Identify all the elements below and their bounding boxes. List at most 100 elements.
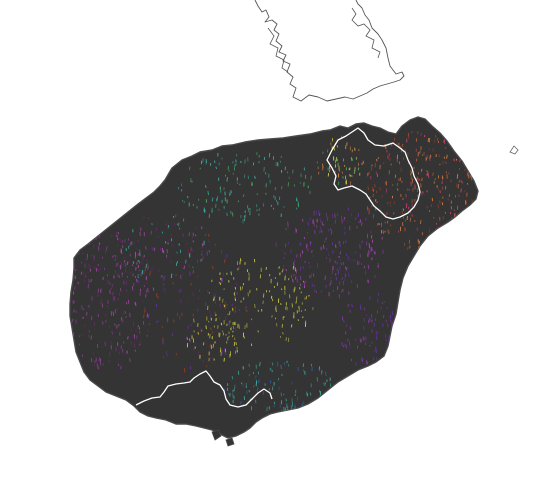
density-mark bbox=[244, 325, 246, 330]
density-mark bbox=[188, 264, 190, 268]
hainan-island bbox=[69, 116, 479, 439]
density-mark bbox=[420, 183, 422, 188]
density-mark bbox=[432, 172, 434, 176]
density-mark bbox=[120, 238, 122, 243]
density-mark bbox=[268, 273, 271, 277]
density-mark bbox=[414, 184, 416, 189]
density-mark bbox=[223, 304, 226, 308]
density-mark bbox=[212, 266, 214, 270]
density-mark bbox=[442, 216, 445, 220]
density-mark bbox=[344, 277, 346, 281]
density-mark bbox=[279, 160, 282, 163]
density-mark bbox=[410, 170, 412, 174]
density-mark bbox=[223, 259, 226, 264]
density-mark bbox=[368, 171, 370, 176]
density-mark bbox=[175, 274, 177, 277]
density-mark bbox=[131, 286, 134, 291]
density-mark bbox=[170, 273, 173, 279]
density-mark bbox=[178, 222, 180, 227]
islet-east bbox=[509, 145, 519, 155]
density-mark bbox=[407, 206, 410, 209]
density-mark bbox=[195, 226, 197, 230]
density-mark bbox=[155, 303, 158, 308]
density-mark bbox=[133, 343, 136, 348]
islet-south bbox=[211, 429, 222, 441]
density-mark bbox=[330, 229, 333, 233]
density-mark bbox=[146, 259, 148, 263]
density-mark bbox=[73, 300, 75, 304]
density-mark bbox=[108, 325, 111, 330]
density-mark bbox=[299, 243, 301, 246]
density-mark bbox=[221, 350, 224, 355]
density-mark bbox=[282, 268, 284, 273]
density-mark bbox=[439, 163, 441, 166]
density-mark bbox=[95, 267, 98, 272]
density-mark bbox=[211, 197, 214, 202]
density-mark bbox=[170, 260, 173, 264]
density-mark bbox=[190, 324, 192, 327]
density-mark bbox=[257, 309, 259, 312]
density-mark bbox=[200, 327, 202, 332]
density-mark bbox=[78, 343, 81, 346]
density-mark bbox=[92, 244, 95, 249]
density-mark bbox=[287, 337, 290, 343]
density-mark bbox=[259, 362, 261, 367]
density-mark bbox=[224, 301, 227, 304]
density-mark bbox=[187, 249, 190, 255]
density-mark bbox=[156, 320, 158, 324]
density-mark bbox=[416, 227, 418, 231]
density-mark bbox=[322, 382, 325, 385]
density-mark bbox=[349, 309, 351, 313]
density-mark bbox=[303, 281, 306, 286]
density-mark bbox=[143, 314, 145, 319]
density-mark bbox=[349, 326, 352, 331]
density-mark bbox=[96, 267, 99, 271]
density-mark bbox=[302, 218, 304, 222]
density-mark bbox=[268, 152, 271, 158]
density-mark bbox=[285, 227, 287, 231]
density-mark bbox=[354, 166, 356, 169]
density-mark bbox=[112, 311, 115, 316]
density-mark bbox=[302, 363, 305, 368]
density-mark bbox=[275, 307, 277, 312]
density-mark bbox=[123, 280, 125, 285]
density-mark bbox=[256, 387, 259, 392]
density-mark bbox=[183, 200, 185, 204]
density-mark bbox=[232, 334, 234, 338]
density-mark bbox=[329, 283, 331, 287]
south-boundary-outline bbox=[135, 370, 273, 408]
density-mark bbox=[287, 182, 290, 187]
density-mark bbox=[330, 280, 332, 285]
density-mark bbox=[228, 311, 231, 316]
density-mark bbox=[114, 323, 116, 326]
density-mark bbox=[288, 277, 290, 281]
density-mark bbox=[288, 176, 290, 180]
density-mark bbox=[376, 201, 378, 204]
density-mark bbox=[220, 322, 223, 326]
density-mark bbox=[297, 319, 300, 322]
density-mark bbox=[280, 155, 282, 159]
density-mark bbox=[97, 365, 99, 370]
density-mark bbox=[180, 189, 183, 192]
density-mark bbox=[120, 263, 123, 268]
density-mark bbox=[283, 316, 285, 319]
density-mark bbox=[207, 190, 209, 196]
density-mark bbox=[180, 274, 182, 280]
density-mark bbox=[427, 171, 429, 176]
density-mark bbox=[175, 353, 178, 356]
density-mark bbox=[244, 214, 246, 219]
density-mark bbox=[127, 245, 130, 249]
density-mark bbox=[275, 242, 277, 247]
density-mark bbox=[276, 361, 279, 367]
density-mark bbox=[90, 254, 93, 257]
density-mark bbox=[132, 284, 135, 287]
density-mark bbox=[189, 340, 191, 344]
density-mark bbox=[447, 198, 449, 201]
density-mark bbox=[78, 252, 81, 256]
density-mark bbox=[341, 220, 343, 224]
density-mark bbox=[149, 271, 151, 276]
density-mark bbox=[349, 174, 352, 177]
density-mark bbox=[339, 251, 342, 255]
density-mark bbox=[208, 291, 211, 294]
density-mark bbox=[271, 370, 274, 373]
